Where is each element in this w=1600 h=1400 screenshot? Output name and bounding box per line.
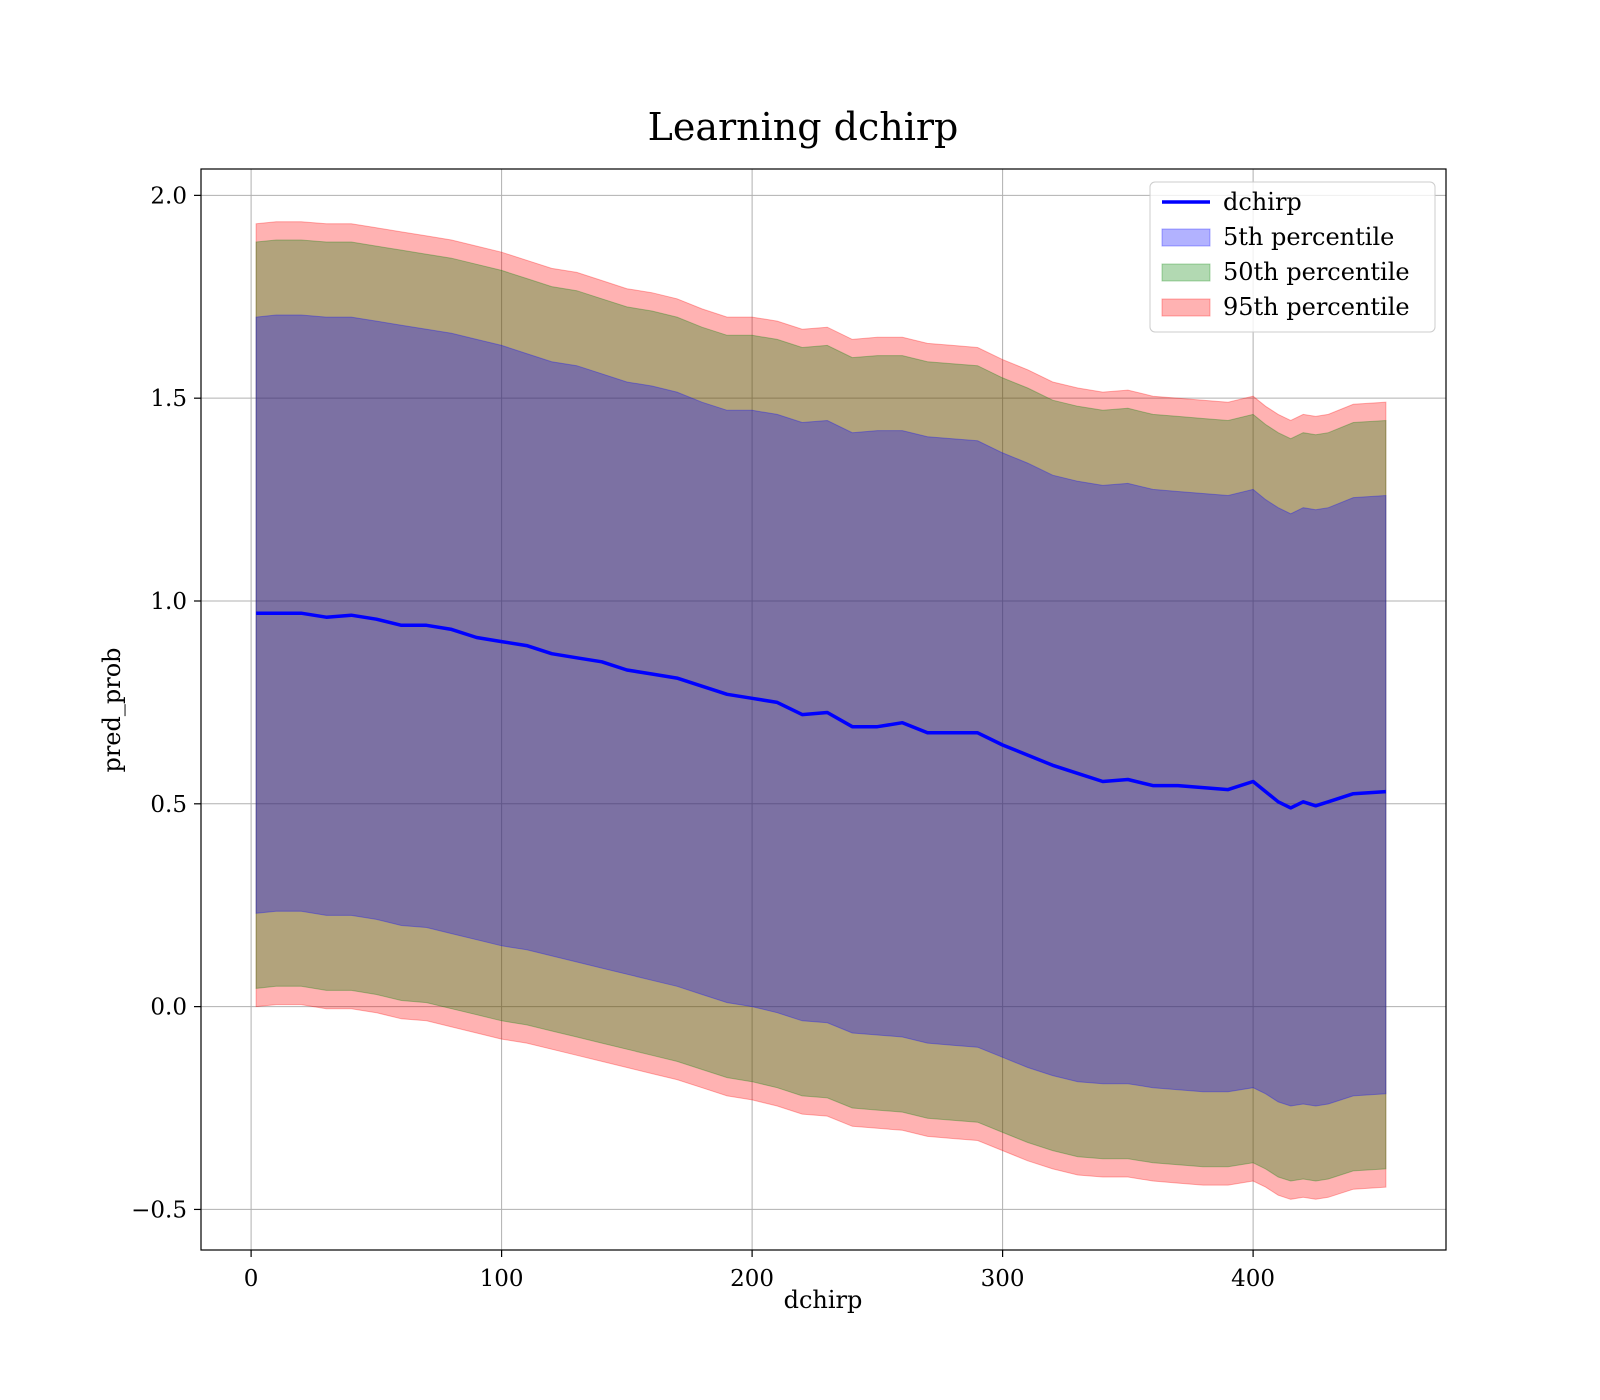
x-tick-label: 100 bbox=[480, 1266, 524, 1292]
x-axis-label: dchirp bbox=[784, 1286, 863, 1314]
x-tick-label: 200 bbox=[730, 1266, 774, 1292]
x-tick-label: 300 bbox=[981, 1266, 1025, 1292]
y-tick-label: 1.5 bbox=[150, 386, 187, 412]
chart-title: Learning dchirp bbox=[648, 105, 959, 149]
y-tick-label: 1.0 bbox=[150, 589, 187, 615]
x-tick-label: 0 bbox=[244, 1266, 259, 1292]
y-tick-label: −0.5 bbox=[131, 1197, 187, 1223]
y-axis-ticks: −0.5 0.0 0.5 1.0 1.5 2.0 bbox=[131, 183, 201, 1223]
band-95th-percentile bbox=[255, 221, 1387, 1200]
series-lines bbox=[256, 611, 1387, 810]
legend-entry: 5th percentile bbox=[1223, 223, 1394, 251]
legend-swatch-50th-percentile bbox=[1161, 263, 1211, 282]
x-tick-label: 400 bbox=[1231, 1266, 1275, 1292]
legend: dchirp 5th percentile 50th percentile 95th … bbox=[1149, 181, 1436, 333]
legend-entry: 95th percentile bbox=[1223, 293, 1410, 321]
legend-swatch-5th-percentile bbox=[1161, 228, 1211, 247]
band-5th-percentile bbox=[255, 314, 1387, 1107]
percentile-bands bbox=[255, 221, 1387, 1200]
y-tick-label: 2.0 bbox=[150, 183, 187, 209]
band-50th-percentile bbox=[255, 239, 1387, 1182]
y-tick-label: 0.5 bbox=[150, 792, 187, 818]
x-axis-ticks: 0 100 200 300 400 bbox=[244, 1250, 1275, 1292]
legend-box bbox=[1149, 181, 1436, 333]
legend-entry: 50th percentile bbox=[1223, 258, 1410, 286]
plot-frame bbox=[200, 168, 1447, 1251]
line-dchirp bbox=[256, 611, 1387, 810]
legend-entry: dchirp bbox=[1223, 188, 1302, 216]
legend-swatch-95th-percentile bbox=[1161, 298, 1211, 317]
y-tick-label: 0.0 bbox=[150, 995, 187, 1021]
y-axis-label: pred_prob bbox=[98, 647, 126, 772]
